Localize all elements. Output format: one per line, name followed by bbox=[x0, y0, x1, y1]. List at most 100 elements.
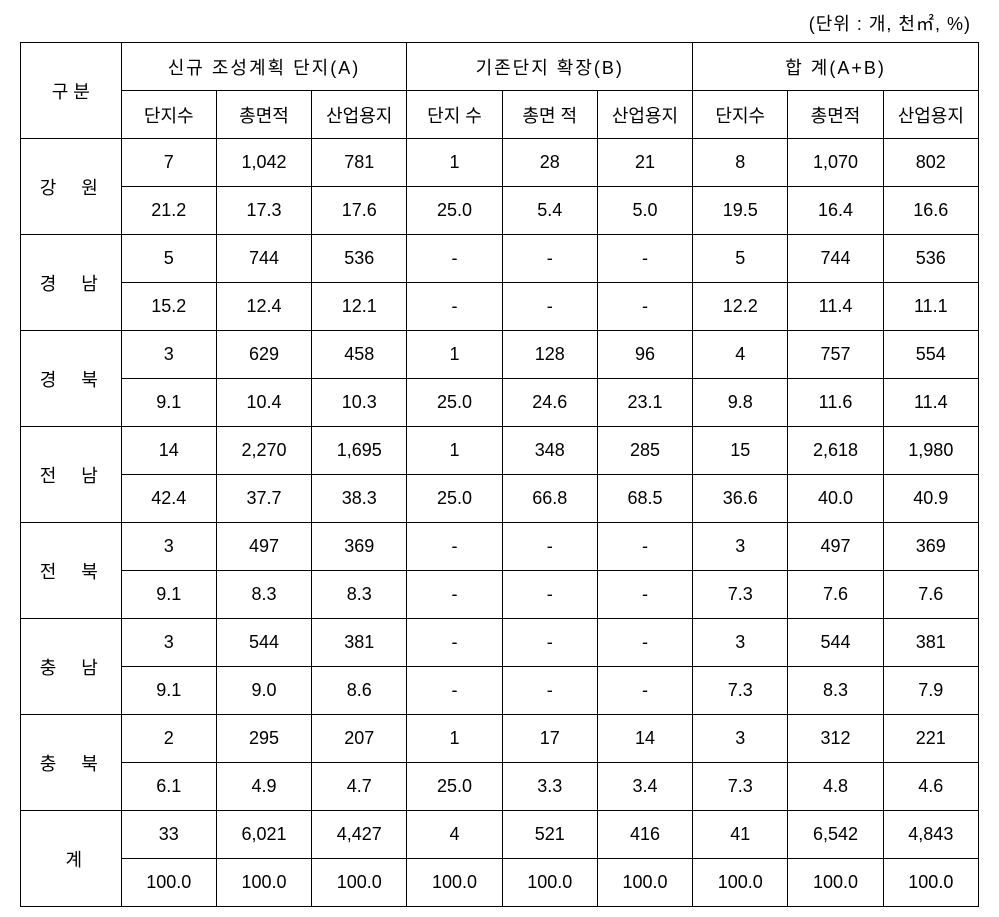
data-cell: 207 bbox=[312, 715, 407, 763]
data-cell: 6,542 bbox=[788, 811, 883, 859]
header-a-industrial: 산업용지 bbox=[312, 91, 407, 139]
table-body: 강 원71,0427811282181,07080221.217.317.625… bbox=[21, 139, 979, 907]
data-cell-pct: 25.0 bbox=[407, 187, 502, 235]
data-cell-pct: 4.8 bbox=[788, 763, 883, 811]
header-group-total: 합 계(A+B) bbox=[693, 43, 979, 91]
table-row: 42.437.738.325.066.868.536.640.040.9 bbox=[21, 475, 979, 523]
data-cell: 3 bbox=[693, 715, 788, 763]
data-cell-pct: 8.6 bbox=[312, 667, 407, 715]
header-row-2: 단지수 총면적 산업용지 단지 수 총면 적 산업용지 단지수 총면적 산업용지 bbox=[21, 91, 979, 139]
data-cell-pct: 15.2 bbox=[121, 283, 216, 331]
region-label: 강 원 bbox=[21, 139, 122, 235]
data-cell: - bbox=[407, 235, 502, 283]
region-label: 충 북 bbox=[21, 715, 122, 811]
header-b-count: 단지 수 bbox=[407, 91, 502, 139]
data-cell: 544 bbox=[216, 619, 311, 667]
data-cell: 3 bbox=[693, 619, 788, 667]
data-cell-pct: 3.4 bbox=[597, 763, 692, 811]
data-cell: 8 bbox=[693, 139, 788, 187]
data-cell-pct: - bbox=[502, 667, 597, 715]
data-cell-pct: 100.0 bbox=[312, 859, 407, 907]
data-cell-pct: 4.7 bbox=[312, 763, 407, 811]
data-cell-pct: - bbox=[502, 283, 597, 331]
data-cell: 744 bbox=[788, 235, 883, 283]
table-row: 100.0100.0100.0100.0100.0100.0100.0100.0… bbox=[21, 859, 979, 907]
data-cell-pct: 7.3 bbox=[693, 763, 788, 811]
table-row: 9.19.08.6---7.38.37.9 bbox=[21, 667, 979, 715]
header-a-area: 총면적 bbox=[216, 91, 311, 139]
data-cell-pct: 21.2 bbox=[121, 187, 216, 235]
data-cell-pct: 7.6 bbox=[883, 571, 978, 619]
data-cell-pct: 7.3 bbox=[693, 571, 788, 619]
header-t-industrial: 산업용지 bbox=[883, 91, 978, 139]
data-cell-pct: 36.6 bbox=[693, 475, 788, 523]
data-cell-pct: 100.0 bbox=[693, 859, 788, 907]
data-cell: - bbox=[407, 619, 502, 667]
data-cell-pct: 40.0 bbox=[788, 475, 883, 523]
data-cell-pct: 7.6 bbox=[788, 571, 883, 619]
data-cell: 2 bbox=[121, 715, 216, 763]
table-row: 전 남142,2701,6951348285152,6181,980 bbox=[21, 427, 979, 475]
header-group-b: 기존단지 확장(B) bbox=[407, 43, 693, 91]
table-row: 계336,0214,4274521416416,5424,843 bbox=[21, 811, 979, 859]
data-cell-pct: 3.3 bbox=[502, 763, 597, 811]
data-cell-pct: 38.3 bbox=[312, 475, 407, 523]
data-cell-pct: 25.0 bbox=[407, 763, 502, 811]
data-cell-pct: 10.4 bbox=[216, 379, 311, 427]
data-cell: 1 bbox=[407, 427, 502, 475]
data-cell-pct: 66.8 bbox=[502, 475, 597, 523]
data-cell: 4 bbox=[693, 331, 788, 379]
data-cell-pct: 100.0 bbox=[502, 859, 597, 907]
data-cell-pct: 4.9 bbox=[216, 763, 311, 811]
region-label: 경 남 bbox=[21, 235, 122, 331]
data-cell: 554 bbox=[883, 331, 978, 379]
data-cell-pct: 7.9 bbox=[883, 667, 978, 715]
region-total-label: 계 bbox=[21, 811, 122, 907]
data-cell: 295 bbox=[216, 715, 311, 763]
data-cell-pct: 25.0 bbox=[407, 475, 502, 523]
data-cell: 312 bbox=[788, 715, 883, 763]
header-row-1: 구 분 신규 조성계획 단지(A) 기존단지 확장(B) 합 계(A+B) bbox=[21, 43, 979, 91]
data-cell: 348 bbox=[502, 427, 597, 475]
data-cell: 3 bbox=[121, 619, 216, 667]
data-cell: 1,070 bbox=[788, 139, 883, 187]
data-cell-pct: 16.6 bbox=[883, 187, 978, 235]
data-cell: 416 bbox=[597, 811, 692, 859]
data-cell: 381 bbox=[883, 619, 978, 667]
data-cell: 744 bbox=[216, 235, 311, 283]
data-cell: - bbox=[502, 619, 597, 667]
data-cell: 7 bbox=[121, 139, 216, 187]
header-b-area: 총면 적 bbox=[502, 91, 597, 139]
data-cell: 15 bbox=[693, 427, 788, 475]
data-cell-pct: 9.1 bbox=[121, 379, 216, 427]
data-cell: 629 bbox=[216, 331, 311, 379]
data-cell: 221 bbox=[883, 715, 978, 763]
data-cell: 3 bbox=[693, 523, 788, 571]
data-cell: - bbox=[502, 523, 597, 571]
data-cell: 17 bbox=[502, 715, 597, 763]
data-cell-pct: - bbox=[597, 667, 692, 715]
data-cell: 3 bbox=[121, 331, 216, 379]
data-cell-pct: 100.0 bbox=[883, 859, 978, 907]
header-group-a: 신규 조성계획 단지(A) bbox=[121, 43, 407, 91]
region-label: 전 북 bbox=[21, 523, 122, 619]
table-row: 전 북3497369---3497369 bbox=[21, 523, 979, 571]
data-cell-pct: 5.4 bbox=[502, 187, 597, 235]
data-cell-pct: 8.3 bbox=[312, 571, 407, 619]
data-cell: 536 bbox=[883, 235, 978, 283]
table-row: 9.18.38.3---7.37.67.6 bbox=[21, 571, 979, 619]
data-cell: - bbox=[597, 235, 692, 283]
data-cell-pct: 23.1 bbox=[597, 379, 692, 427]
data-cell: 4 bbox=[407, 811, 502, 859]
data-cell-pct: 9.0 bbox=[216, 667, 311, 715]
data-cell: 4,843 bbox=[883, 811, 978, 859]
data-cell-pct: 9.1 bbox=[121, 667, 216, 715]
data-cell-pct: 8.3 bbox=[216, 571, 311, 619]
data-cell-pct: 12.1 bbox=[312, 283, 407, 331]
data-cell: 369 bbox=[883, 523, 978, 571]
table-row: 충 남3544381---3544381 bbox=[21, 619, 979, 667]
data-cell: 521 bbox=[502, 811, 597, 859]
data-cell-pct: 11.4 bbox=[883, 379, 978, 427]
data-cell-pct: 16.4 bbox=[788, 187, 883, 235]
header-t-count: 단지수 bbox=[693, 91, 788, 139]
